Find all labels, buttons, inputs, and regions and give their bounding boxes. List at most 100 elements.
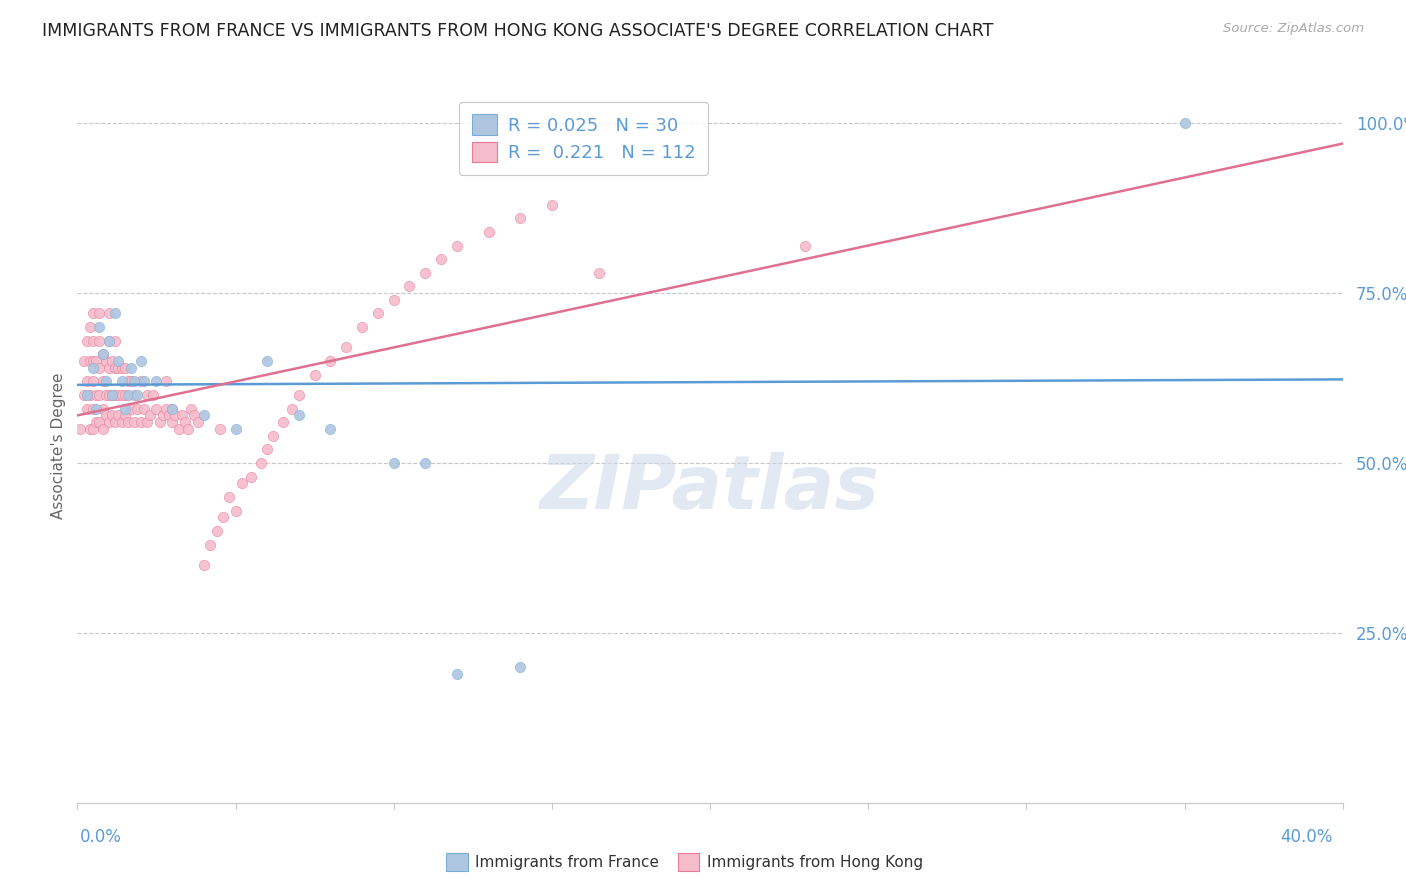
Point: [231, 476, 253, 491]
Point: [155, 375, 177, 389]
Point: [98, 388, 120, 402]
Point: [127, 388, 149, 402]
Point: [104, 360, 127, 375]
Point: [94, 354, 117, 368]
Point: [509, 660, 531, 674]
Point: [142, 388, 165, 402]
Point: [91, 422, 114, 436]
Point: [98, 334, 120, 348]
Point: [540, 198, 562, 212]
Y-axis label: Associate's Degree: Associate's Degree: [51, 373, 66, 519]
Point: [145, 401, 167, 416]
Point: [98, 415, 120, 429]
Point: [262, 429, 284, 443]
Point: [111, 388, 132, 402]
Point: [149, 415, 172, 429]
Point: [367, 306, 389, 320]
Point: [89, 334, 111, 348]
Point: [152, 409, 174, 423]
Point: [104, 306, 127, 320]
Point: [91, 401, 114, 416]
Point: [193, 558, 215, 572]
Point: [157, 409, 180, 423]
Point: [101, 388, 124, 402]
Point: [117, 375, 139, 389]
Point: [82, 422, 104, 436]
Point: [180, 401, 202, 416]
Point: [398, 279, 420, 293]
Point: [79, 354, 101, 368]
Point: [76, 388, 98, 402]
Point: [120, 401, 142, 416]
Point: [107, 409, 129, 423]
Point: [256, 354, 278, 368]
Text: Source: ZipAtlas.com: Source: ZipAtlas.com: [1223, 22, 1364, 36]
Point: [79, 388, 101, 402]
Point: [82, 375, 104, 389]
Point: [114, 401, 136, 416]
Point: [107, 388, 129, 402]
Point: [98, 306, 120, 320]
Point: [104, 415, 127, 429]
Point: [76, 375, 98, 389]
Point: [86, 415, 108, 429]
Point: [208, 422, 231, 436]
Point: [132, 401, 155, 416]
Point: [124, 375, 146, 389]
Point: [319, 422, 342, 436]
Point: [170, 409, 193, 423]
Point: [104, 334, 127, 348]
Point: [288, 388, 311, 402]
Point: [114, 360, 136, 375]
Point: [91, 347, 114, 361]
Point: [165, 409, 187, 423]
Text: ZIPatlas: ZIPatlas: [540, 452, 880, 525]
Point: [335, 341, 357, 355]
Point: [107, 354, 129, 368]
Text: IMMIGRANTS FROM FRANCE VS IMMIGRANTS FROM HONG KONG ASSOCIATE'S DEGREE CORRELATI: IMMIGRANTS FROM FRANCE VS IMMIGRANTS FRO…: [42, 22, 994, 40]
Point: [91, 347, 114, 361]
Point: [114, 409, 136, 423]
Point: [111, 415, 132, 429]
Point: [69, 422, 91, 436]
Point: [82, 306, 104, 320]
Point: [304, 368, 326, 382]
Point: [177, 422, 200, 436]
Point: [256, 442, 278, 457]
Point: [79, 320, 101, 334]
Point: [124, 388, 146, 402]
Point: [145, 375, 167, 389]
Point: [86, 388, 108, 402]
Point: [588, 266, 610, 280]
Point: [225, 422, 247, 436]
Point: [98, 334, 120, 348]
Point: [271, 415, 294, 429]
Text: 40.0%: 40.0%: [1281, 828, 1333, 846]
Point: [89, 320, 111, 334]
Point: [82, 334, 104, 348]
Point: [79, 422, 101, 436]
Point: [89, 360, 111, 375]
Point: [240, 469, 263, 483]
Point: [509, 211, 531, 226]
Point: [162, 401, 183, 416]
Point: [76, 401, 98, 416]
Point: [162, 415, 183, 429]
Point: [135, 388, 157, 402]
Point: [82, 401, 104, 416]
Point: [111, 375, 132, 389]
Point: [132, 375, 155, 389]
Point: [794, 238, 817, 252]
Point: [124, 415, 146, 429]
Point: [382, 293, 405, 307]
Point: [94, 375, 117, 389]
Point: [186, 415, 209, 429]
Point: [120, 360, 142, 375]
Point: [89, 415, 111, 429]
Point: [101, 409, 124, 423]
Point: [218, 490, 240, 504]
Point: [183, 409, 205, 423]
Point: [82, 354, 104, 368]
Point: [73, 354, 96, 368]
Point: [205, 524, 228, 538]
